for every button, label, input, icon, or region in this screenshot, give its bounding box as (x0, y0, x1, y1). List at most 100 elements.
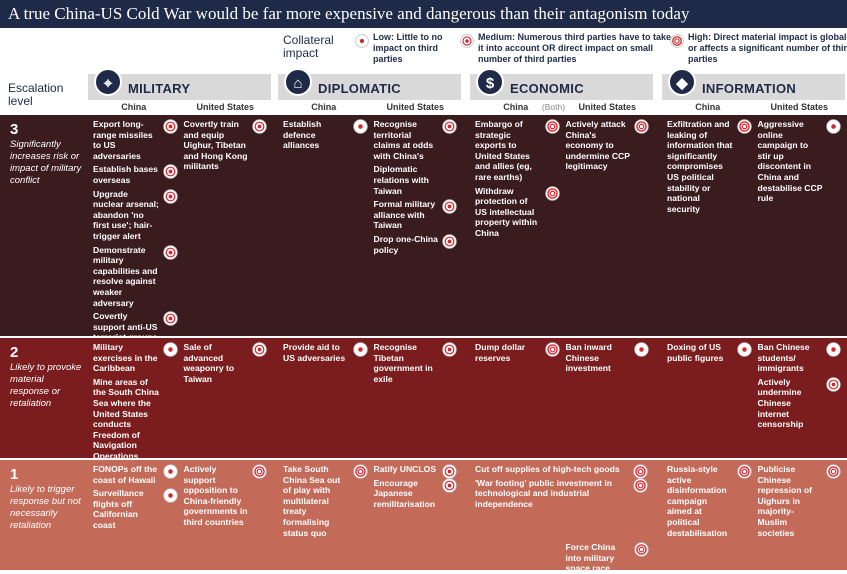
item-text: Military exercises in the Caribbean (93, 342, 158, 374)
category-icon: $ (476, 68, 504, 96)
action-item: Covertly support anti-US terrorist group… (93, 311, 180, 343)
action-item: Embargo of strategic exports to United S… (475, 119, 562, 183)
impact-icon (544, 342, 560, 357)
category-name: INFORMATION (702, 81, 797, 96)
cell-us: Ban inward Chinese investment (566, 342, 652, 374)
action-item: Actively undermine Chinese internet cens… (758, 377, 844, 430)
impact-icon (633, 477, 648, 493)
action-item: Demonstrate military capabilities and re… (93, 245, 180, 309)
action-item: Russia-style active disinformation campa… (667, 464, 754, 538)
action-item: Aggressive online campaign to stir up di… (758, 119, 844, 204)
column-label: United States (386, 102, 444, 112)
category-name: ECONOMIC (510, 81, 584, 96)
row-band (0, 115, 847, 336)
column-label: (Both) (541, 102, 566, 112)
action-item: Drop one-China policy (374, 234, 460, 255)
item-text: Withdraw protection of US intellectual p… (475, 185, 538, 238)
action-item: Establish bases overseas (93, 164, 180, 185)
action-item: Cut off supplies of high-tech goods (475, 464, 650, 479)
impact-icon (355, 34, 369, 48)
cell-china: Export long-range missiles to US adversa… (93, 119, 180, 343)
impact-icon (252, 464, 267, 479)
impact-icon (544, 119, 560, 134)
level-description: Significantly increases risk or impact o… (10, 139, 82, 186)
cell-us: Covertly train and equip Uighur, Tibetan… (184, 119, 270, 172)
action-item: Upgrade nuclear arsenal; abandon 'no fir… (93, 189, 180, 242)
impact-icon (162, 342, 178, 357)
item-text: 'War footing' public investment in techn… (475, 477, 612, 509)
action-item: Ban Chinese students/ immigrants (758, 342, 844, 374)
action-item: Withdraw protection of US intellectual p… (475, 186, 562, 239)
cell-us: Ban Chinese students/ immigrants Actively… (758, 342, 844, 430)
column-label: United States (196, 102, 254, 112)
action-item: Exfiltration and leaking of information … (667, 119, 754, 214)
cell-us: Actively attack China's economy to under… (566, 119, 652, 172)
action-item: Surveillance flights off Californian coa… (93, 488, 180, 530)
category-icon: ⌖ (94, 68, 122, 96)
action-item: Dump dollar reserves (475, 342, 562, 363)
item-text: Demonstrate military capabilities and re… (93, 244, 158, 308)
cell-china: Russia-style active disinformation campa… (667, 464, 754, 538)
impact-icon (442, 477, 457, 493)
cell-both: Cut off supplies of high-tech goods 'War … (475, 464, 650, 509)
cell-us: Sale of advanced weaponry to Taiwan (184, 342, 270, 384)
item-text: Cut off supplies of high-tech goods (475, 464, 620, 474)
item-text: FONOPs off the coast of Hawaii (93, 464, 157, 485)
impact-icon (162, 164, 178, 180)
cell-us: Force China into military space race (566, 542, 652, 574)
cell-china: Provide aid to US adversaries (283, 342, 370, 363)
item-text: Aggressive online campaign to stir up di… (757, 119, 823, 204)
action-item: Force China into military space race (566, 542, 652, 574)
item-text: Recognise Tibetan government in exile (373, 342, 433, 384)
column-label: China (503, 102, 529, 112)
action-item: FONOPs off the coast of Hawaii (93, 464, 180, 485)
impact-icon (826, 377, 841, 392)
level-number: 3 (10, 121, 19, 138)
cell-china: Embargo of strategic exports to United S… (475, 119, 562, 239)
item-text: Encourage Japanese remilitarisation (373, 477, 436, 509)
column-label: United States (770, 102, 828, 112)
cell-us: Recognise Tibetan government in exile (374, 342, 460, 384)
impact-icon (442, 199, 457, 214)
cell-us: Ratify UNCLOS Encourage Japanese remilita… (374, 464, 460, 509)
legend-item: Medium: Numerous third parties have to t… (478, 32, 678, 65)
category-header: $ ECONOMIC (470, 68, 653, 100)
impact-icon (826, 464, 841, 479)
title: A true China-US Cold War would be far mo… (8, 4, 690, 23)
level-description: Likely to trigger response but not neces… (10, 484, 81, 531)
action-item: Ban inward Chinese investment (566, 342, 652, 374)
item-text: Establish bases overseas (93, 164, 158, 185)
impact-icon (736, 464, 752, 479)
action-item: Recognise Tibetan government in exile (374, 342, 460, 384)
action-item: Mine areas of the South China Sea where … (93, 377, 180, 462)
impact-icon (352, 464, 368, 479)
impact-icon (826, 342, 841, 357)
row-band (0, 338, 847, 458)
legend-label: Medium: (478, 32, 515, 42)
column-label: China (695, 102, 721, 112)
impact-icon (252, 342, 267, 357)
action-item: Formal military alliance with Taiwan (374, 199, 460, 231)
item-text: Drop one-China policy (373, 233, 438, 255)
column-label: China (121, 102, 147, 112)
level-number: 2 (10, 344, 19, 361)
cell-china: Doxing of US public figures (667, 342, 754, 363)
level-description: Likely to provoke material response or r… (10, 362, 82, 409)
legend-text: Direct material impact is global or affe… (688, 32, 847, 64)
item-text: Actively undermine Chinese internet cens… (757, 376, 804, 430)
action-item: Sale of advanced weaponry to Taiwan (184, 342, 270, 384)
item-text: Export long-range missiles to US adversa… (93, 119, 153, 161)
item-text: Actively attack China's economy to under… (565, 119, 630, 172)
impact-icon (162, 244, 178, 260)
item-text: Covertly train and equip Uighur, Tibetan… (183, 119, 248, 172)
item-text: Ban inward Chinese investment (565, 342, 612, 374)
item-text: Sale of advanced weaponry to Taiwan (183, 342, 235, 384)
impact-icon (162, 188, 178, 204)
category-header: ⌂ DIPLOMATIC (278, 68, 461, 100)
impact-icon (162, 119, 178, 134)
category-name: DIPLOMATIC (318, 81, 401, 96)
item-text: Force China into military space race (565, 542, 616, 574)
legend-text: Little to no impact on third parties (373, 32, 443, 64)
item-text: Surveillance flights off Californian coa… (93, 488, 144, 530)
impact-icon (162, 488, 178, 503)
